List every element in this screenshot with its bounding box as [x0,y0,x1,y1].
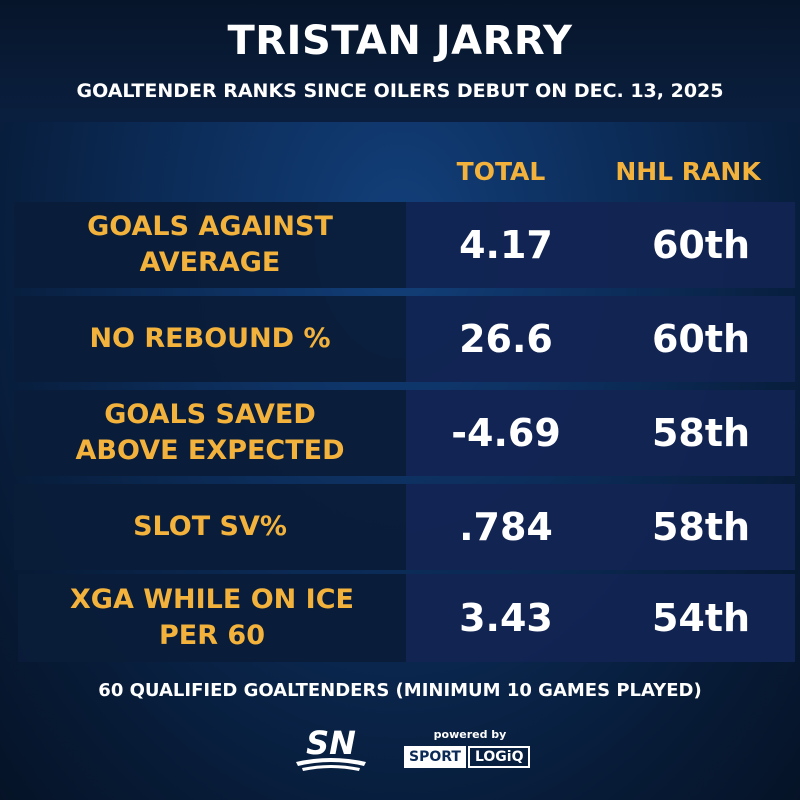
stat-total: .784 [459,505,553,549]
stat-label: SLOT SV% [14,484,406,570]
stat-total: 26.6 [459,317,553,361]
stat-rank: 58th [651,505,751,549]
stat-label: XGA WHILE ON ICE PER 60 [18,574,406,662]
column-header-total: TOTAL [456,157,546,186]
stat-total: 4.17 [459,223,553,267]
stat-rank: 58th [651,411,751,455]
stat-values: 26.6 60th [406,296,795,382]
sportlogiq-logiq: LOGiQ [467,746,531,768]
sportlogiq-sport: SPORT [404,746,466,768]
stat-label: NO REBOUND % [14,296,406,382]
stat-values: -4.69 58th [406,390,795,476]
stat-total: -4.69 [451,411,561,455]
sportlogiq-logo: powered by SPORT LOGiQ [404,728,536,778]
stat-values: .784 58th [406,484,795,570]
sportsnet-logo-swoosh [302,765,360,771]
stat-row: NO REBOUND % 26.6 60th [14,296,795,382]
stat-label: GOALS SAVED ABOVE EXPECTED [14,390,406,476]
page-subtitle: GOALTENDER RANKS SINCE OILERS DEBUT ON D… [76,80,724,102]
stat-rank: 60th [651,317,751,361]
powered-by-label: powered by [433,728,507,741]
sportsnet-logo-swoosh [296,758,366,766]
stat-values: 4.17 60th [406,202,795,288]
stat-row: GOALS SAVED ABOVE EXPECTED -4.69 58th [14,390,795,476]
stat-row: SLOT SV% .784 58th [14,484,795,570]
sportsnet-logo: SN [296,724,366,771]
stat-values: 3.43 54th [406,574,795,662]
stat-rank: 60th [651,223,751,267]
column-header-rank: NHL RANK [615,157,761,186]
stat-row: XGA WHILE ON ICE PER 60 3.43 54th [18,574,795,662]
page-title: TRISTAN JARRY [227,18,573,64]
stat-row: GOALS AGAINST AVERAGE 4.17 60th [14,202,795,288]
stat-label: GOALS AGAINST AVERAGE [14,202,406,288]
sportsnet-logo-text: SN [306,724,356,762]
footnote: 60 QUALIFIED GOALTENDERS (MINIMUM 10 GAM… [98,680,702,701]
stat-rank: 54th [651,596,751,640]
stat-total: 3.43 [459,596,553,640]
header-band [0,0,800,122]
sportlogiq-wordmark: SPORT LOGiQ [404,746,536,768]
